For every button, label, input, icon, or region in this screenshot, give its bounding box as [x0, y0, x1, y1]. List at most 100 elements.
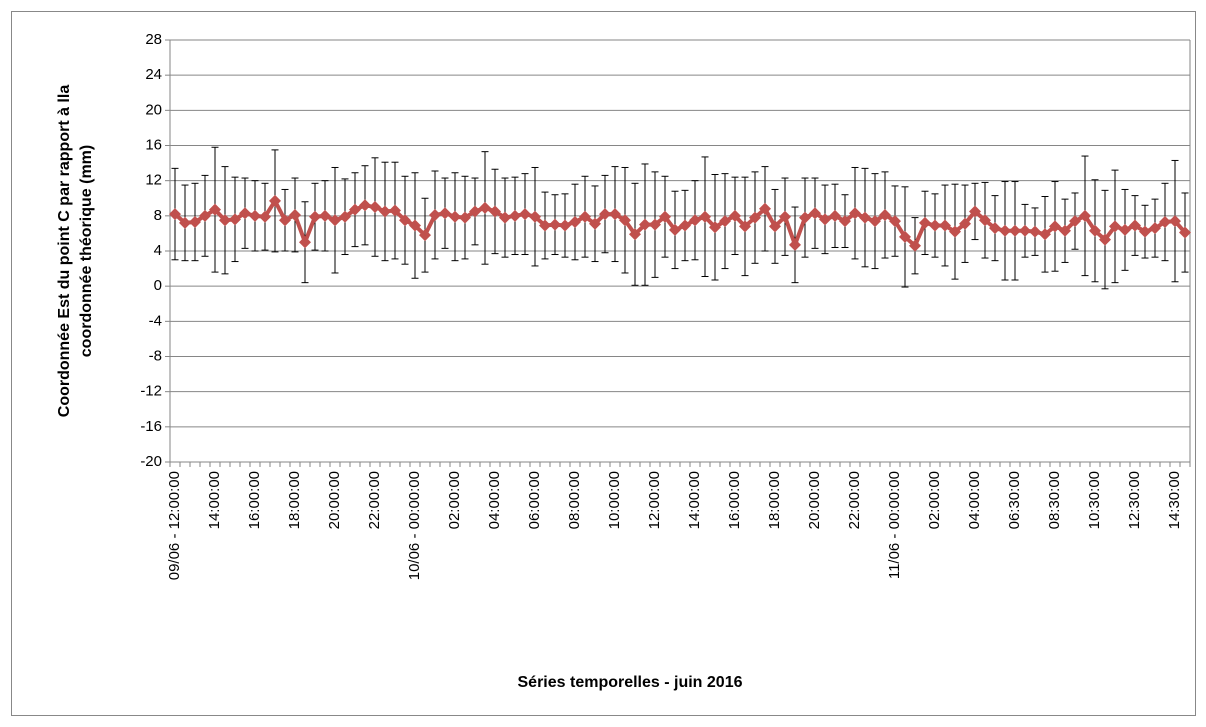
marker	[479, 201, 491, 214]
marker	[649, 218, 661, 231]
marker	[539, 219, 551, 232]
marker	[879, 208, 891, 221]
marker	[509, 209, 521, 222]
y-tick-label: -20	[140, 453, 162, 470]
x-tick-label: 06:00:00	[526, 471, 543, 529]
marker	[399, 214, 411, 227]
marker	[999, 224, 1011, 237]
x-tick-label: 09/06 - 12:00:00	[166, 471, 183, 580]
marker	[959, 217, 971, 230]
marker	[259, 210, 271, 223]
marker	[589, 217, 601, 230]
marker	[169, 208, 181, 221]
marker	[419, 229, 431, 242]
marker	[329, 214, 341, 227]
marker	[719, 215, 731, 228]
marker	[309, 210, 321, 223]
x-tick-label: 10:30:00	[1086, 471, 1103, 529]
marker	[1109, 220, 1121, 233]
marker	[389, 204, 401, 217]
x-tick-label: 14:00:00	[206, 471, 223, 529]
marker	[569, 215, 581, 228]
marker	[379, 205, 391, 218]
x-tick-label: 22:00:00	[366, 471, 383, 529]
marker	[929, 219, 941, 232]
marker	[1169, 215, 1181, 228]
marker	[1089, 224, 1101, 237]
y-tick-label: 20	[145, 101, 162, 118]
marker	[1159, 215, 1171, 228]
marker	[629, 228, 641, 241]
marker	[519, 208, 531, 221]
marker	[949, 225, 961, 238]
marker	[759, 202, 771, 215]
marker	[699, 210, 711, 223]
marker	[319, 209, 331, 222]
y-tick-label: 16	[145, 136, 162, 153]
x-tick-label: 20:00:00	[806, 471, 823, 529]
marker	[279, 214, 291, 227]
marker	[249, 209, 261, 222]
x-tick-label: 14:30:00	[1166, 471, 1183, 529]
marker	[179, 216, 191, 229]
marker	[819, 213, 831, 226]
marker	[359, 199, 371, 212]
y-tick-label: -8	[149, 347, 162, 364]
marker	[489, 205, 501, 218]
x-tick-label: 14:00:00	[686, 471, 703, 529]
marker	[919, 216, 931, 229]
marker	[1019, 224, 1031, 237]
marker	[619, 214, 631, 227]
marker	[1009, 224, 1021, 237]
x-tick-label: 06:30:00	[1006, 471, 1023, 529]
x-tick-label: 16:00:00	[246, 471, 263, 529]
marker	[269, 194, 281, 207]
x-axis-title: Séries temporelles - juin 2016	[518, 674, 743, 691]
y-axis-title: coordonnée théorique (mm)	[78, 145, 95, 357]
marker	[579, 210, 591, 223]
marker	[1049, 220, 1061, 233]
y-axis-title: Coordonnée Est du point C par rapport à …	[56, 85, 73, 418]
marker	[549, 218, 561, 231]
marker	[859, 211, 871, 224]
x-tick-label: 10:00:00	[606, 471, 623, 529]
marker	[989, 222, 1001, 235]
marker	[559, 219, 571, 232]
marker	[299, 236, 311, 249]
marker	[769, 220, 781, 233]
marker	[499, 211, 511, 224]
marker	[689, 214, 701, 227]
x-tick-label: 16:00:00	[726, 471, 743, 529]
marker	[1139, 225, 1151, 238]
marker	[349, 203, 361, 216]
marker	[789, 238, 801, 251]
marker	[469, 205, 481, 218]
y-tick-label: 0	[154, 277, 162, 294]
chart-frame	[11, 11, 1196, 716]
marker	[1119, 223, 1131, 236]
marker	[529, 210, 541, 223]
marker	[909, 239, 921, 252]
y-tick-label: 8	[154, 207, 162, 224]
marker	[709, 221, 721, 234]
marker	[869, 215, 881, 228]
marker	[439, 207, 451, 220]
marker	[599, 208, 611, 221]
x-tick-label: 12:30:00	[1126, 471, 1143, 529]
x-tick-label: 04:00:00	[966, 471, 983, 529]
x-tick-label: 12:00:00	[646, 471, 663, 529]
x-tick-label: 08:30:00	[1046, 471, 1063, 529]
marker	[639, 218, 651, 231]
marker	[739, 220, 751, 233]
marker	[369, 201, 381, 214]
marker	[449, 210, 461, 223]
marker	[809, 207, 821, 220]
marker	[749, 211, 761, 224]
y-tick-label: -4	[149, 312, 162, 329]
y-tick-label: 28	[145, 31, 162, 48]
marker	[239, 207, 251, 220]
x-tick-label: 08:00:00	[566, 471, 583, 529]
marker	[459, 211, 471, 224]
marker	[849, 207, 861, 220]
marker	[199, 209, 211, 222]
